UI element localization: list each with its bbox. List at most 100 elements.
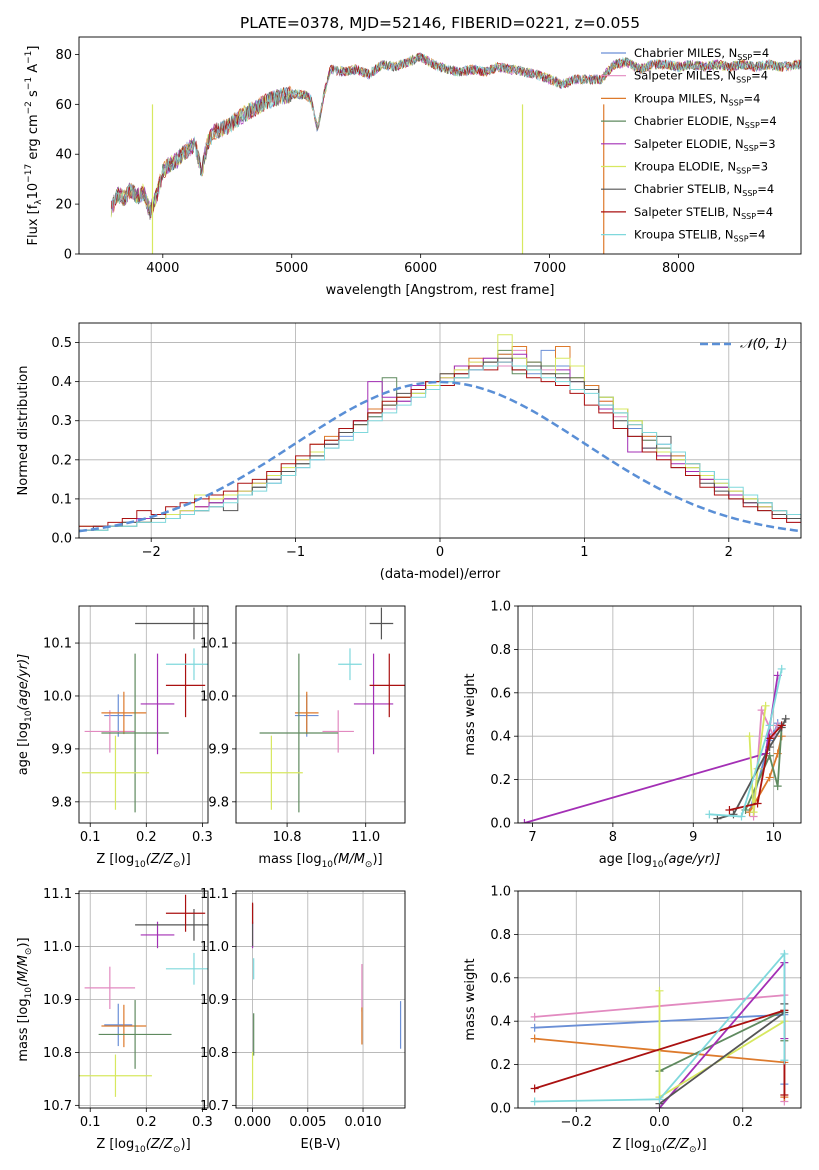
axes-frame <box>235 890 406 1109</box>
chart-Z_vs_age: 0.1 0.2 0.39.89.910.010.1Z [log10(Z/Z⊙)]ag… <box>16 605 213 870</box>
legend-name: Kroupa ELODIE, N <box>634 160 736 174</box>
normal-curve <box>79 380 801 533</box>
log-subscript: 10 <box>652 860 664 870</box>
y-tick-label: 0.4 <box>490 730 511 745</box>
sun-subscript: ⊙ <box>689 1145 697 1155</box>
weight-marker <box>765 773 774 782</box>
x-tick-label: 0.1 <box>80 830 101 845</box>
A-unit: A <box>26 64 41 77</box>
y-tick-label: 10.7 <box>200 1099 229 1114</box>
s-unit: s <box>26 90 41 101</box>
plot-area <box>81 607 208 813</box>
errorbar-point <box>135 908 208 941</box>
legend-name: Salpeter MILES, N <box>634 69 736 83</box>
legend-subscript: SSP <box>744 144 759 153</box>
log-subscript: 10 <box>24 987 34 999</box>
legend-subscript: SSP <box>736 76 751 85</box>
x-axis-label-text: Z [log <box>612 1137 650 1152</box>
legend-label: Salpeter MILES, NSSP=4 <box>634 69 768 85</box>
x-tick-label: 1 <box>580 545 588 560</box>
y-tick-label: 10.0 <box>43 689 72 704</box>
x-label-close: )] <box>181 852 191 867</box>
x-tick-label: 4000 <box>146 261 179 276</box>
spectrum-trace <box>110 52 801 218</box>
cm-exponent: −2 <box>24 101 34 114</box>
y-axis-label: Normed distribution <box>16 366 31 496</box>
y-axis-label: Flux [fλ10−17 erg cm−2 s−1 A−1] <box>24 46 44 246</box>
weight-marker <box>780 1090 789 1099</box>
x-axis-label: Z [log10(Z/Z⊙)] <box>96 1137 190 1155</box>
y-tick-label: 0.5 <box>51 336 72 351</box>
y-tick-label: 80 <box>55 48 72 63</box>
chart-mass_vs_age: 10.8 11.0 9.8 9.9 10.0 10.1 mass [log10(M/M⊙)] <box>200 605 406 870</box>
x-tick-label: 0.010 <box>344 1115 381 1130</box>
y-tick-label: 40 <box>55 148 72 163</box>
x-axis-label: wavelength [Angstrom, rest frame] <box>326 283 555 298</box>
x-tick-label: 11.0 <box>351 830 380 845</box>
x-tick-label: 9 <box>689 830 697 845</box>
errorbar-point <box>353 653 394 755</box>
y-tick-label: 10.9 <box>43 993 72 1008</box>
weight-line <box>744 725 783 811</box>
errorbar-point <box>140 653 175 755</box>
weight-marker <box>520 819 529 823</box>
x-tick-label: 0.3 <box>192 830 213 845</box>
weight-marker <box>745 732 754 741</box>
y-tick-label: 0.0 <box>490 1102 511 1117</box>
x-label-tail: (M/M <box>333 852 365 867</box>
x-tick-label: 0.1 <box>80 1115 101 1130</box>
legend-label: Kroupa ELODIE, NSSP=3 <box>634 160 768 176</box>
y-axis-label-text: age [log <box>16 722 31 775</box>
x-label-close: )] <box>372 852 382 867</box>
y-tick-label: 11.0 <box>200 940 229 955</box>
y-tick-label: 0.0 <box>51 532 72 547</box>
x-tick-label: 8 <box>609 830 617 845</box>
y-tick-label: 9.8 <box>208 795 229 810</box>
legend-subscript: SSP <box>741 212 756 221</box>
plot-area <box>79 894 208 1097</box>
legend-suffix: =3 <box>759 137 776 151</box>
legend-suffix: =4 <box>757 182 774 196</box>
legend-subscript: SSP <box>734 235 749 244</box>
x-tick-label: 2 <box>725 545 733 560</box>
x-label-close: )] <box>697 1137 707 1152</box>
chart-Z_vs_mass: 0.1 0.2 0.310.710.810.911.011.1Z [log10(Z/… <box>16 887 213 1155</box>
legend-subscript: SSP <box>745 121 760 130</box>
x-tick-label: 0 <box>436 545 444 560</box>
y-tick-label: 1.0 <box>490 885 511 900</box>
axes-frame <box>517 890 802 1109</box>
errorbar-point <box>165 653 206 718</box>
errorbar-point <box>322 710 354 753</box>
weight-marker <box>780 949 789 958</box>
y-tick-label: 10.1 <box>200 637 229 652</box>
plot-area <box>530 949 789 1108</box>
y-tick-label: 11.1 <box>43 887 72 902</box>
y-tick-label: 0.4 <box>51 375 72 390</box>
x-tick-label: 6000 <box>404 261 437 276</box>
errorbar-point <box>84 966 136 1010</box>
axes-frame <box>78 322 802 539</box>
weight-marker <box>530 1034 539 1043</box>
legend-suffix: =4 <box>760 114 777 128</box>
y-label-close: )] <box>16 937 31 947</box>
legend-suffix: =4 <box>752 46 769 60</box>
weight-marker <box>765 721 774 730</box>
legend-suffix: =3 <box>751 160 768 174</box>
chart-spectrum: 4000 5000 6000 7000 8000 0 20 40 60 80 wavelength … <box>24 36 802 298</box>
errorbar-point <box>338 648 362 681</box>
legend-subscript: SSP <box>736 167 751 176</box>
legend-label: Kroupa MILES, NSSP=4 <box>634 91 760 107</box>
legend-name: Chabrier MILES, N <box>634 46 737 60</box>
x-axis-label: mass [log10(M/M⊙)] <box>258 852 382 870</box>
log-subscript: 10 <box>650 1145 662 1155</box>
x-tick-label: 5000 <box>275 261 308 276</box>
x-tick-label: 0.000 <box>234 1115 271 1130</box>
y-tick-label: 9.9 <box>208 742 229 757</box>
plot-area <box>251 902 402 1100</box>
x-axis-label: E(B-V) <box>300 1137 340 1152</box>
y-axis-label: mass weight <box>463 673 478 755</box>
sun-subscript: ⊙ <box>173 860 181 870</box>
legend-name: Chabrier ELODIE, N <box>634 114 745 128</box>
plot-area <box>110 52 801 254</box>
